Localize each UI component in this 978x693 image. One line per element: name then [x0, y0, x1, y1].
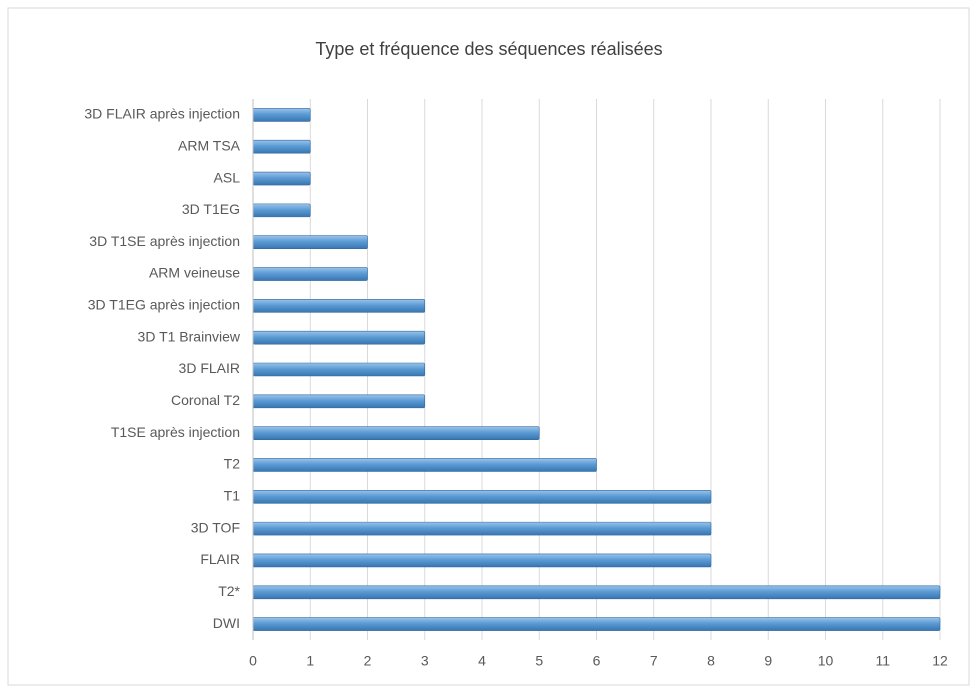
- bar: [252, 458, 597, 472]
- x-tick-label: 11: [875, 653, 890, 669]
- bar: [252, 267, 368, 281]
- y-tick-label: 3D TOF: [191, 519, 240, 535]
- y-tick-label: ARM veineuse: [149, 265, 240, 281]
- bar: [252, 489, 712, 504]
- y-tick-label: Coronal T2: [171, 392, 240, 408]
- y-tick-label: T2*: [218, 583, 240, 599]
- bar: [252, 108, 311, 122]
- y-tick-label: 3D FLAIR: [179, 360, 240, 376]
- y-tick-label: FLAIR: [200, 551, 240, 567]
- bar: [252, 362, 426, 377]
- bar: [252, 394, 426, 409]
- x-tick-label: 0: [249, 653, 257, 669]
- bar: [252, 585, 941, 600]
- bar: [252, 203, 311, 218]
- y-tick-label: 3D T1SE après injection: [89, 233, 240, 249]
- x-tick-label: 2: [364, 653, 372, 669]
- y-tick-label: T1: [224, 487, 241, 503]
- x-tick-label: 10: [818, 653, 834, 669]
- x-tick-label: 3: [421, 653, 429, 669]
- bar: [252, 521, 712, 536]
- y-tick-label: ASL: [214, 169, 241, 185]
- chart-title: Type et fréquence des séquences réalisée…: [315, 39, 662, 59]
- bar: [252, 426, 540, 440]
- y-tick-label: 3D T1EG: [182, 201, 240, 217]
- y-tick-label: T1SE après injection: [111, 424, 240, 440]
- x-tick-label: 6: [593, 653, 601, 669]
- bar: [252, 139, 311, 154]
- x-tick-label: 9: [764, 653, 772, 669]
- bar: [252, 330, 426, 345]
- bar: [252, 617, 941, 631]
- y-tick-label: 3D T1 Brainview: [138, 328, 241, 344]
- bar: [252, 299, 426, 313]
- x-tick-label: 7: [650, 653, 658, 669]
- y-tick-label: 3D FLAIR après injection: [84, 106, 240, 122]
- x-tick-label: 4: [478, 653, 486, 669]
- y-tick-label: ARM TSA: [178, 137, 241, 153]
- x-tick-label: 12: [932, 653, 948, 669]
- bar: [252, 553, 712, 568]
- y-tick-label: DWI: [213, 615, 240, 631]
- x-tick-label: 8: [707, 653, 715, 669]
- y-tick-label: T2: [224, 456, 241, 472]
- x-tick-label: 1: [306, 653, 314, 669]
- bar: [252, 171, 311, 186]
- y-tick-label: 3D T1EG après injection: [88, 297, 240, 313]
- bar: [252, 235, 368, 250]
- x-tick-label: 5: [535, 653, 543, 669]
- chart-frame: [7, 7, 970, 686]
